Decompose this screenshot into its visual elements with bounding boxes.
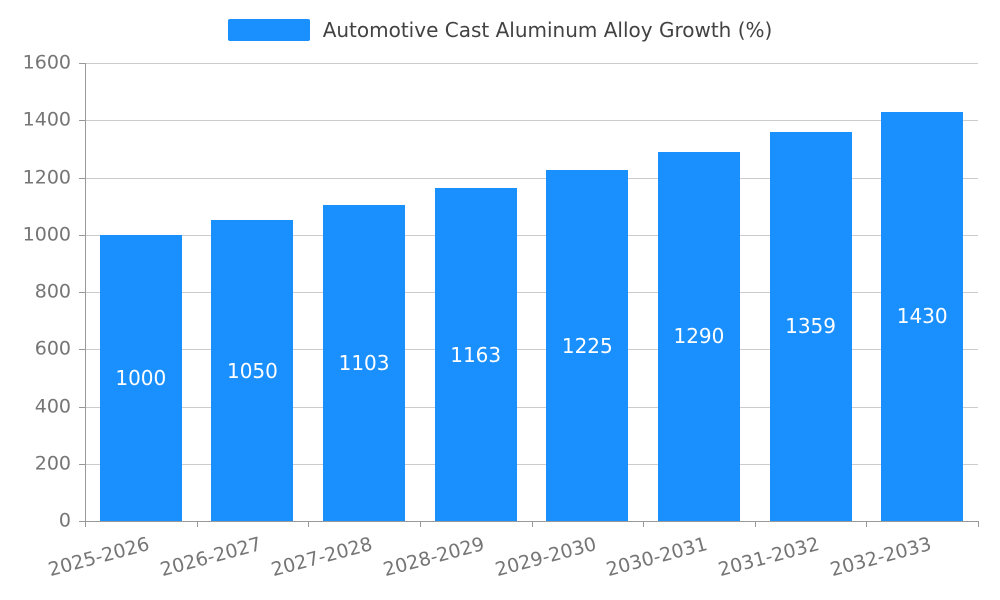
y-tick-label: 1400	[22, 108, 71, 131]
x-tick-label: 2030-2031	[604, 533, 711, 582]
y-tick-mark	[79, 349, 85, 351]
x-tick-mark	[754, 521, 756, 527]
x-tick-mark	[866, 521, 868, 527]
gridline	[85, 234, 978, 236]
y-tick-label: 800	[34, 280, 71, 303]
x-tick-label: 2032-2033	[827, 533, 934, 582]
y-axis-line	[85, 63, 86, 521]
bar	[657, 151, 740, 521]
gridline	[85, 292, 978, 293]
y-tick-label: 1600	[22, 51, 71, 74]
y-tick-label: 200	[34, 452, 71, 475]
y-tick-label: 0	[58, 509, 71, 532]
bar-value-label: 1430	[896, 304, 948, 329]
bar-value-label: 1000	[115, 365, 167, 390]
gridline	[85, 463, 978, 465]
bar	[769, 131, 852, 521]
y-tick-label: 1000	[22, 223, 71, 246]
x-tick-mark	[978, 521, 979, 527]
y-tick-mark	[79, 292, 85, 293]
y-tick-mark	[79, 406, 85, 408]
x-tick-mark	[531, 521, 533, 527]
x-tick-mark	[308, 521, 310, 527]
gridline	[85, 63, 978, 64]
x-tick-mark	[85, 521, 86, 527]
x-tick-label: 2029-2030	[492, 533, 599, 582]
bar-value-label: 1359	[785, 314, 837, 339]
bar-value-label: 1290	[673, 324, 725, 349]
gridline	[85, 120, 978, 122]
y-tick-mark	[79, 463, 85, 465]
bar-value-label: 1225	[561, 333, 613, 358]
y-tick-mark	[79, 120, 85, 122]
bar	[323, 205, 406, 521]
bar-value-label: 1163	[450, 342, 502, 367]
y-tick-label: 400	[34, 395, 71, 417]
y-tick-mark	[79, 521, 85, 522]
chart-legend: Automotive Cast Aluminum Alloy Growth (%…	[0, 18, 1000, 42]
x-tick-label: 2026-2027	[157, 533, 264, 582]
bar	[434, 188, 517, 521]
x-tick-mark	[419, 521, 421, 527]
x-tick-label: 2028-2029	[381, 533, 487, 582]
bar	[99, 234, 182, 521]
x-tick-label: 2025-2026	[46, 533, 152, 582]
y-tick-mark	[79, 234, 85, 236]
bar	[546, 170, 629, 521]
x-tick-mark	[643, 521, 645, 527]
gridline	[85, 406, 978, 408]
chart-title: Automotive Cast Aluminum Alloy Growth (%…	[322, 18, 773, 42]
bar-value-label: 1103	[338, 351, 390, 376]
x-tick-label: 2031-2032	[715, 533, 822, 582]
gridline	[85, 177, 978, 179]
y-tick-mark	[79, 177, 85, 179]
y-tick-mark	[79, 63, 85, 64]
x-tick-mark	[196, 521, 198, 527]
legend-swatch	[227, 19, 310, 41]
y-tick-label: 1200	[22, 166, 71, 188]
bar-value-label: 1050	[226, 358, 278, 383]
bar	[211, 220, 294, 521]
bar	[881, 111, 964, 521]
y-tick-label: 600	[34, 337, 71, 360]
gridline	[85, 349, 978, 351]
x-tick-label: 2027-2028	[269, 533, 376, 582]
